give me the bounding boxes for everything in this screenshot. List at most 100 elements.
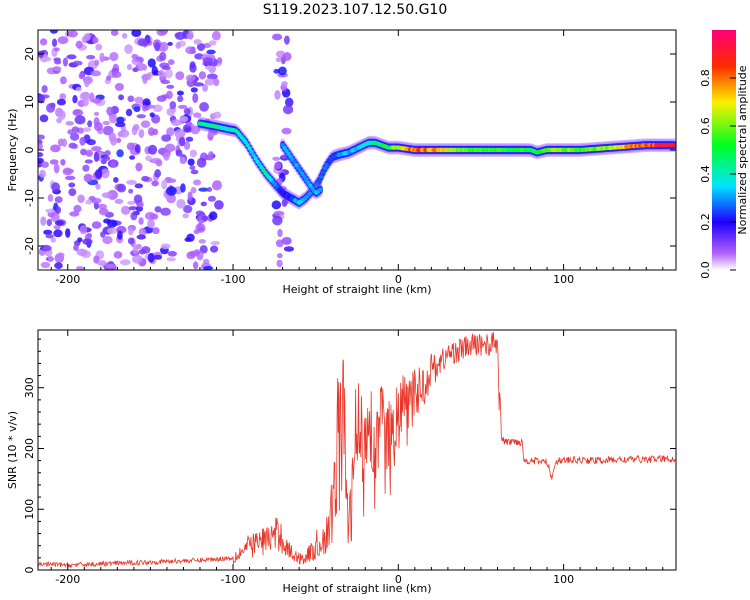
noise-speck (167, 250, 177, 257)
noise-speck (90, 70, 102, 77)
noise-speck (198, 187, 209, 192)
noise-speck (87, 120, 93, 128)
noise-speck (40, 161, 49, 168)
noise-speck (127, 95, 135, 103)
noise-speck (79, 225, 87, 235)
noise-speck (54, 220, 64, 226)
x-tick-label: -100 (221, 573, 246, 586)
noise-speck (97, 260, 107, 267)
noise-speck (154, 206, 162, 213)
noise-speck (284, 35, 290, 45)
noise-speck (190, 187, 197, 194)
noise-speck (272, 156, 281, 161)
noise-speck (79, 137, 86, 146)
noise-speck (68, 142, 77, 149)
noise-speck (157, 69, 165, 77)
noise-speck (175, 71, 185, 80)
noise-speck (45, 208, 55, 214)
spectrogram-ylabel: Frequency (Hz) (6, 109, 19, 192)
noise-speck (43, 229, 53, 235)
snr-xlabel: Height of straight line (km) (282, 582, 431, 595)
noise-speck (69, 132, 80, 141)
noise-speck (126, 180, 137, 185)
noise-speck (110, 30, 119, 36)
noise-speck (77, 237, 83, 243)
noise-speck (117, 230, 123, 240)
x-tick-label: 0 (395, 273, 402, 286)
noise-speck (50, 237, 56, 243)
ridge-core (320, 170, 326, 175)
noise-speck (53, 163, 60, 174)
noise-speck (73, 204, 82, 213)
noise-speck (176, 199, 186, 209)
noise-speck (159, 51, 167, 61)
branch-core (318, 187, 323, 193)
noise-speck (194, 249, 201, 256)
noise-speck (71, 126, 80, 133)
noise-speck (154, 169, 162, 178)
noise-speck (93, 152, 100, 163)
noise-speck (94, 169, 103, 179)
noise-speck (182, 213, 189, 219)
noise-speck (183, 204, 193, 214)
noise-speck (180, 183, 186, 193)
noise-speck (74, 115, 86, 125)
spectrogram-xlabel: Height of straight line (km) (282, 283, 431, 296)
noise-speck (124, 44, 133, 54)
noise-speck (140, 120, 151, 128)
x-tick-label: 100 (553, 573, 574, 586)
noise-speck (47, 255, 54, 263)
x-tick-label: -200 (55, 573, 80, 586)
noise-speck (214, 200, 224, 210)
noise-speck (207, 151, 214, 161)
noise-speck (211, 30, 221, 41)
noise-speck (146, 104, 156, 109)
noise-speck (116, 149, 124, 158)
noise-speck (95, 183, 101, 190)
noise-speck (192, 261, 199, 270)
noise-speck (133, 194, 143, 204)
noise-speck (174, 31, 186, 40)
noise-speck (275, 50, 286, 58)
noise-speck (83, 33, 91, 42)
noise-speck (275, 57, 282, 62)
noise-speck (47, 194, 54, 202)
noise-speck (193, 179, 202, 186)
ridge-core (671, 143, 676, 148)
noise-speck (185, 121, 193, 126)
noise-speck (193, 82, 204, 87)
noise-speck (41, 56, 52, 62)
noise-speck (203, 265, 214, 270)
x-tick-label: 0 (395, 573, 402, 586)
noise-speck (153, 254, 163, 260)
noise-speck (189, 165, 196, 171)
noise-speck (208, 129, 214, 138)
noise-speck (161, 179, 168, 190)
noise-speck (186, 233, 195, 242)
noise-speck (85, 149, 94, 157)
noise-speck (93, 255, 100, 264)
noise-speck (156, 30, 167, 37)
noise-speck (110, 160, 117, 168)
snr-series-line (38, 332, 676, 569)
noise-speck (86, 139, 96, 146)
noise-speck (127, 200, 136, 205)
noise-speck (213, 78, 220, 87)
noise-speck (102, 120, 111, 126)
noise-speck (106, 106, 114, 116)
noise-speck (216, 57, 223, 64)
noise-speck (100, 231, 106, 238)
noise-speck (72, 60, 83, 66)
noise-speck (98, 207, 109, 216)
noise-speck (38, 142, 43, 151)
noise-speck (271, 200, 282, 210)
noise-speck (145, 155, 152, 162)
noise-speck (59, 110, 66, 120)
noise-speck (69, 211, 80, 217)
noise-speck (83, 173, 93, 183)
noise-speck (65, 121, 75, 126)
noise-speck (272, 215, 283, 226)
noise-speck (78, 72, 85, 80)
noise-speck (281, 236, 292, 245)
noise-speck (198, 71, 207, 80)
